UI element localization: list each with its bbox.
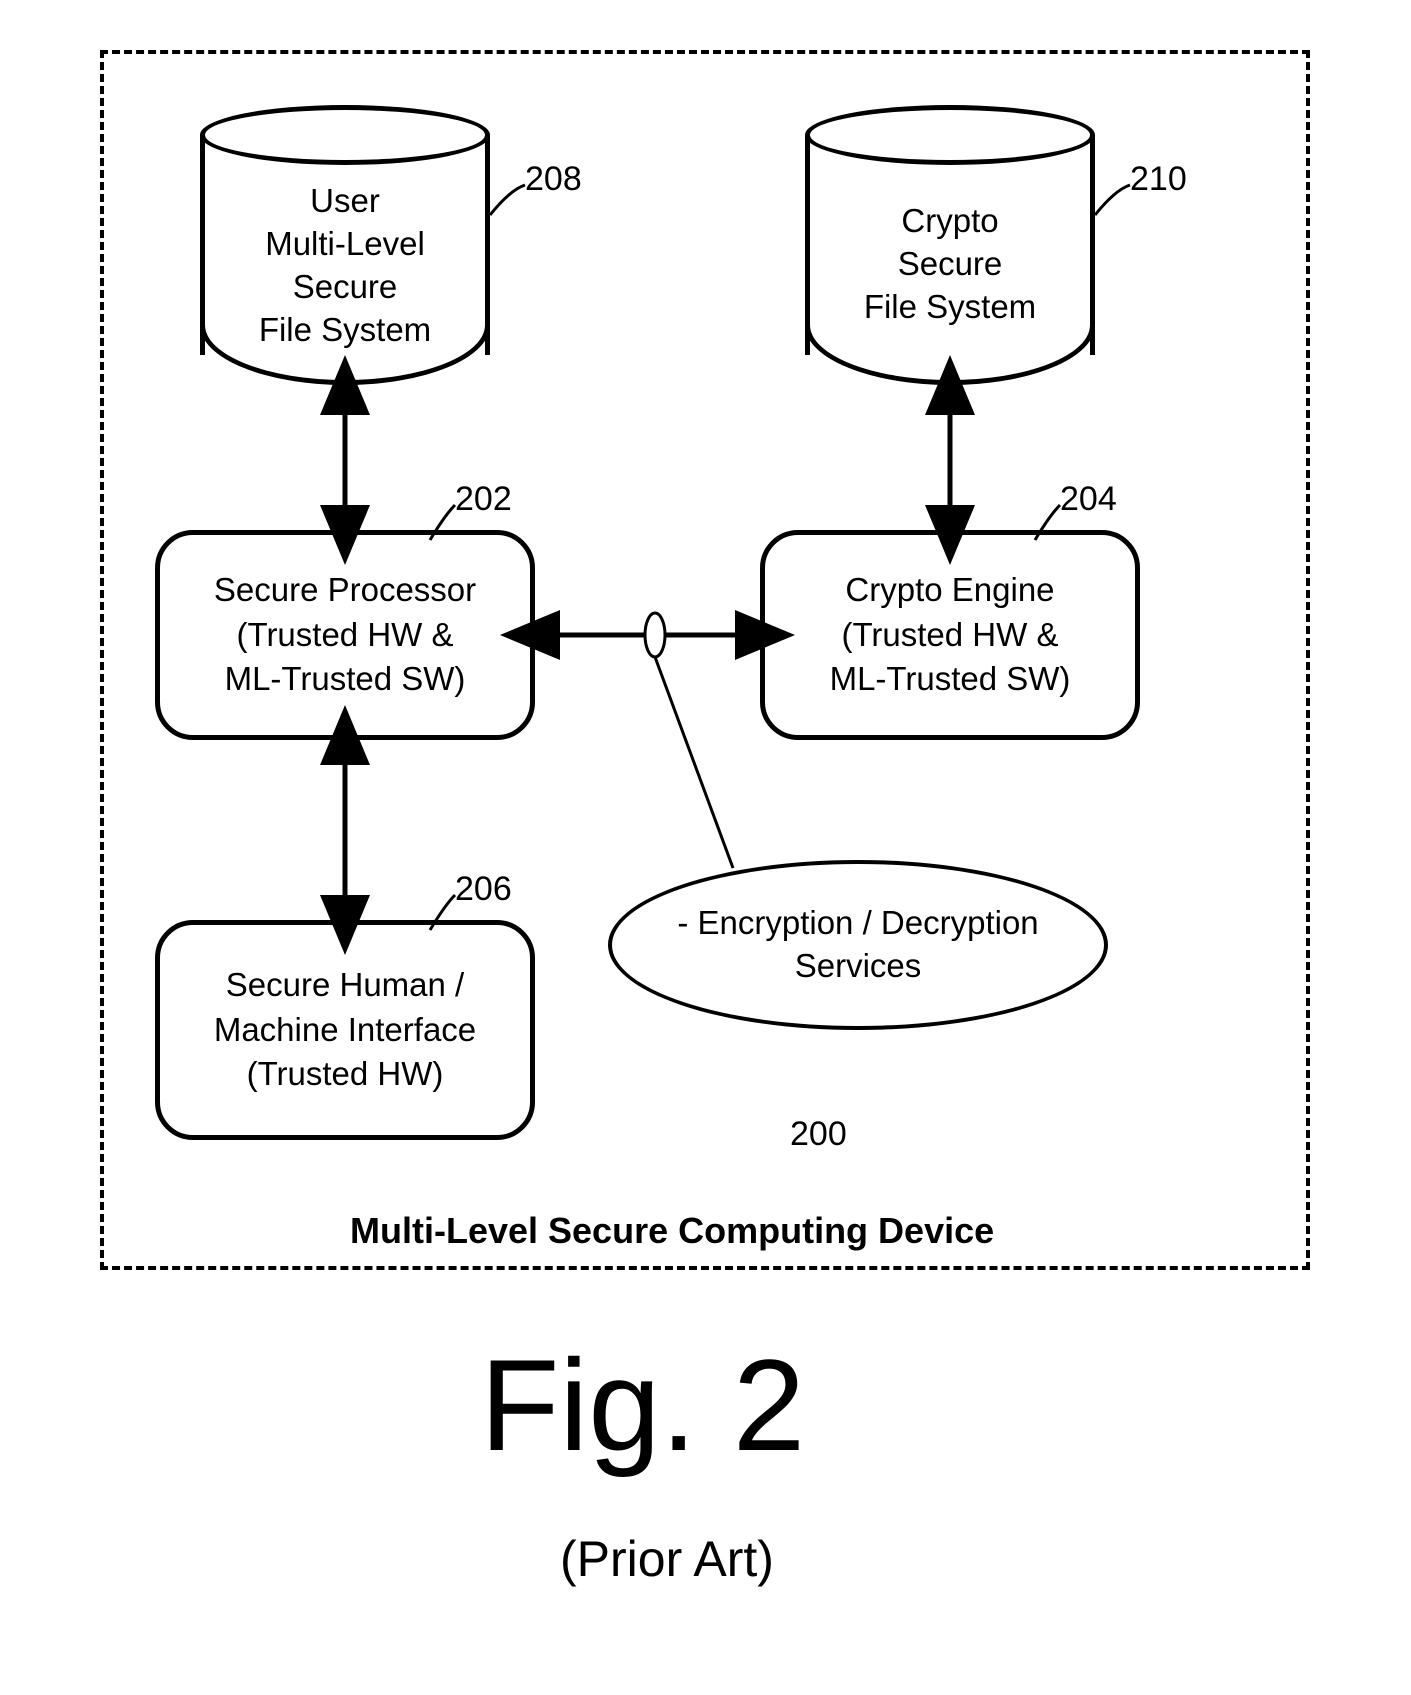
box206-line1: Machine Interface <box>214 1008 476 1053</box>
cylinder-user-fs: User Multi-Level Secure File System <box>200 105 490 385</box>
box-hmi: Secure Human / Machine Interface (Truste… <box>155 920 535 1140</box>
ref-208: 208 <box>525 160 582 199</box>
callout-line0: - Encryption / Decryption <box>677 902 1038 945</box>
ref-210: 210 <box>1130 160 1187 199</box>
cyl208-line0: User <box>200 180 490 223</box>
cyl210-line1: Secure <box>805 243 1095 286</box>
ref-206: 206 <box>455 870 512 909</box>
cyl208-line1: Multi-Level <box>200 223 490 266</box>
diagram-canvas: User Multi-Level Secure File System 208 … <box>0 0 1411 1695</box>
cyl210-line2: File System <box>805 286 1095 329</box>
box206-line2: (Trusted HW) <box>214 1052 476 1097</box>
box204-line1: (Trusted HW & <box>830 613 1071 658</box>
container-title: Multi-Level Secure Computing Device <box>350 1210 994 1252</box>
ref-204: 204 <box>1060 480 1117 519</box>
prior-art-label: (Prior Art) <box>560 1530 774 1588</box>
callout-line1: Services <box>677 945 1038 988</box>
box206-line0: Secure Human / <box>214 963 476 1008</box>
box202-line2: ML-Trusted SW) <box>214 657 476 702</box>
ref-202: 202 <box>455 480 512 519</box>
box202-line0: Secure Processor <box>214 568 476 613</box>
figure-label: Fig. 2 <box>480 1330 805 1480</box>
cyl208-line3: File System <box>200 309 490 352</box>
box-secure-processor: Secure Processor (Trusted HW & ML-Truste… <box>155 530 535 740</box>
box-crypto-engine: Crypto Engine (Trusted HW & ML-Trusted S… <box>760 530 1140 740</box>
cyl210-line0: Crypto <box>805 200 1095 243</box>
callout-services: - Encryption / Decryption Services <box>608 860 1108 1030</box>
cyl208-line2: Secure <box>200 266 490 309</box>
cylinder-crypto-fs: Crypto Secure File System <box>805 105 1095 385</box>
box204-line2: ML-Trusted SW) <box>830 657 1071 702</box>
box202-line1: (Trusted HW & <box>214 613 476 658</box>
box204-line0: Crypto Engine <box>830 568 1071 613</box>
ref-200: 200 <box>790 1115 847 1154</box>
